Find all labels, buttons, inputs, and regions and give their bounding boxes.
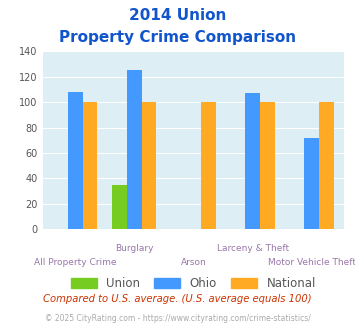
Bar: [142, 102, 157, 229]
Text: © 2025 CityRating.com - https://www.cityrating.com/crime-statistics/: © 2025 CityRating.com - https://www.city…: [45, 314, 310, 323]
Bar: [319, 102, 334, 229]
Bar: [201, 102, 216, 229]
Bar: [245, 93, 260, 229]
Bar: [127, 70, 142, 229]
Text: Compared to U.S. average. (U.S. average equals 100): Compared to U.S. average. (U.S. average …: [43, 294, 312, 304]
Text: Burglary: Burglary: [115, 244, 154, 252]
Text: 2014 Union: 2014 Union: [129, 8, 226, 23]
Legend: Union, Ohio, National: Union, Ohio, National: [66, 272, 321, 295]
Text: Larceny & Theft: Larceny & Theft: [217, 244, 289, 252]
Bar: [68, 92, 83, 229]
Bar: [112, 185, 127, 229]
Text: Property Crime Comparison: Property Crime Comparison: [59, 30, 296, 45]
Bar: [260, 102, 275, 229]
Text: All Property Crime: All Property Crime: [34, 258, 116, 267]
Text: Motor Vehicle Theft: Motor Vehicle Theft: [268, 258, 355, 267]
Bar: [304, 138, 319, 229]
Text: Arson: Arson: [181, 258, 206, 267]
Bar: [82, 102, 97, 229]
